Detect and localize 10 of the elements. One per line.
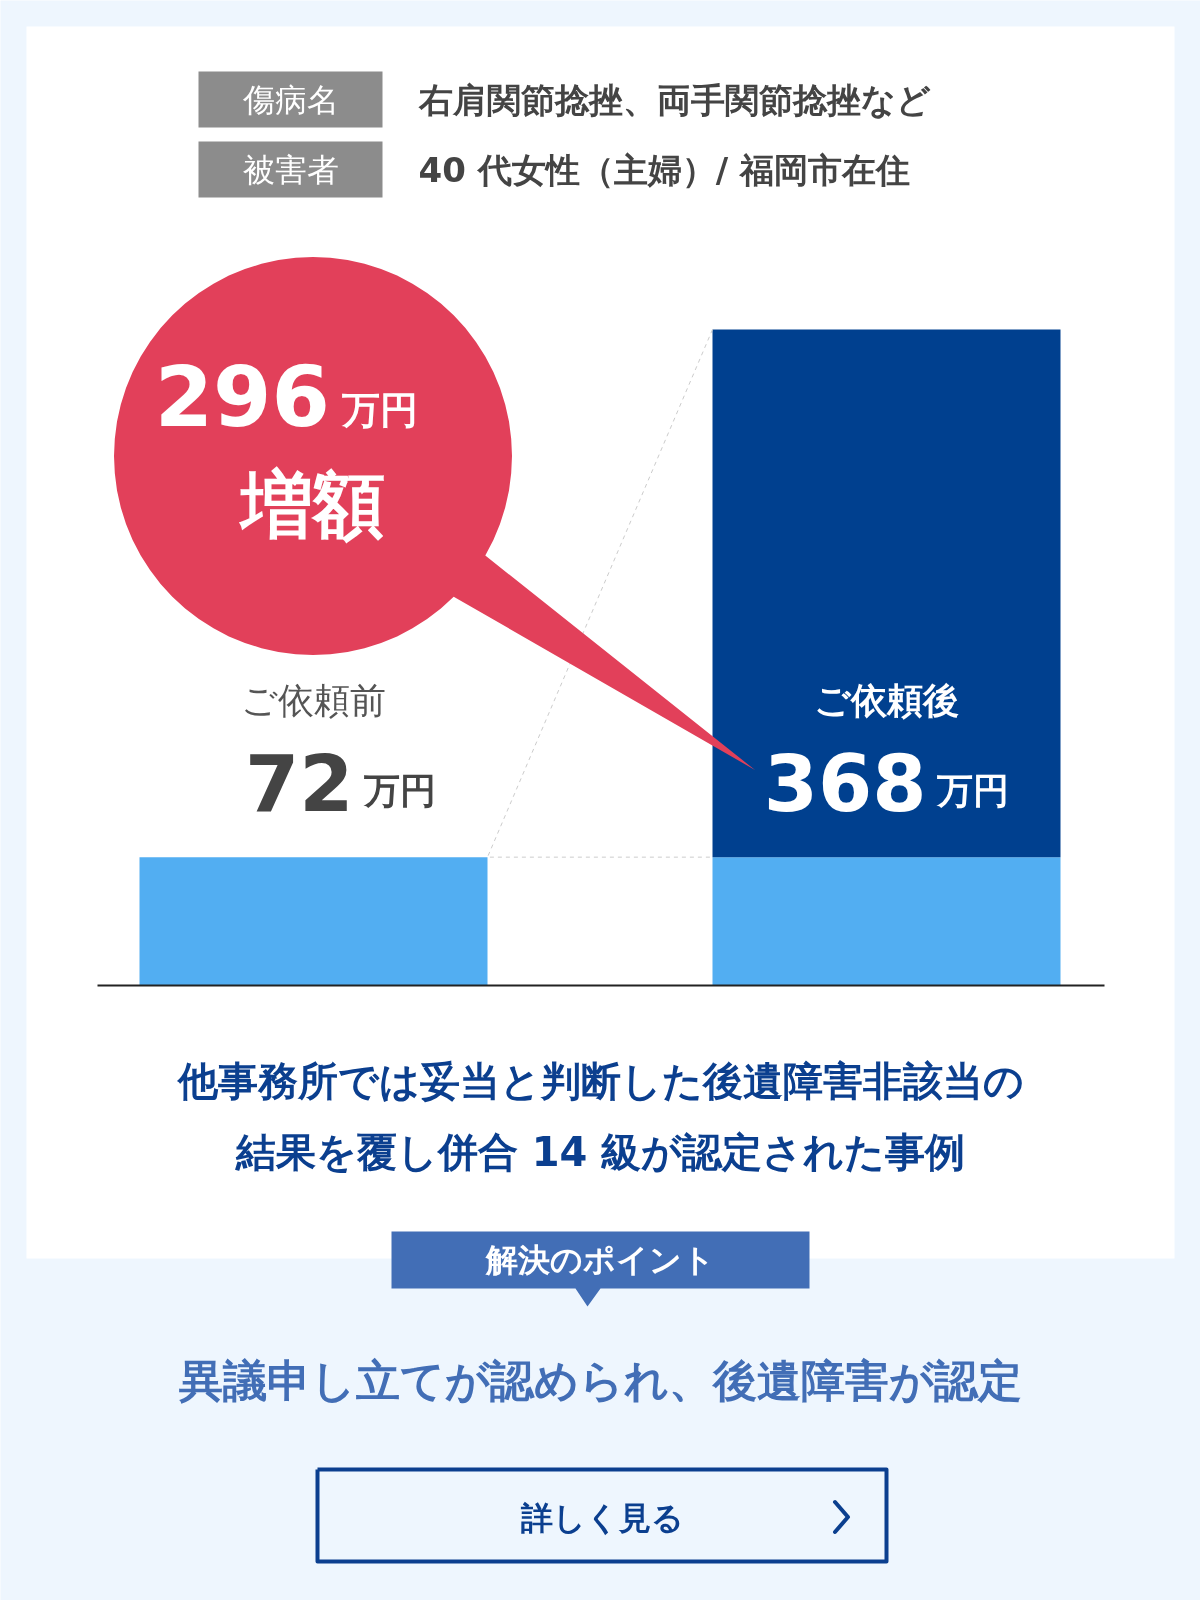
text: 40 代女性（主婦）/ 福岡市在住 (418, 149, 910, 190)
text: 詳しく見る (520, 1498, 684, 1537)
text: 解決のポイント (485, 1240, 715, 1279)
text: 傷病名 (241, 80, 339, 119)
text: 異議申し立てが認められ、後遺障害が認定 (179, 1355, 1022, 1406)
text: 他事務所では妥当と判断した後遺障害非該当の結果を覆し併合 14 級が認定された事例 (175, 1057, 1024, 1175)
text: 被害者 (242, 150, 339, 189)
x-tick-label: ご依頼前 (241, 680, 386, 721)
x-tick-label: ご依頼後 (814, 680, 959, 721)
text: 右肩関節捻挫、両手関節捻挫など (417, 79, 931, 120)
